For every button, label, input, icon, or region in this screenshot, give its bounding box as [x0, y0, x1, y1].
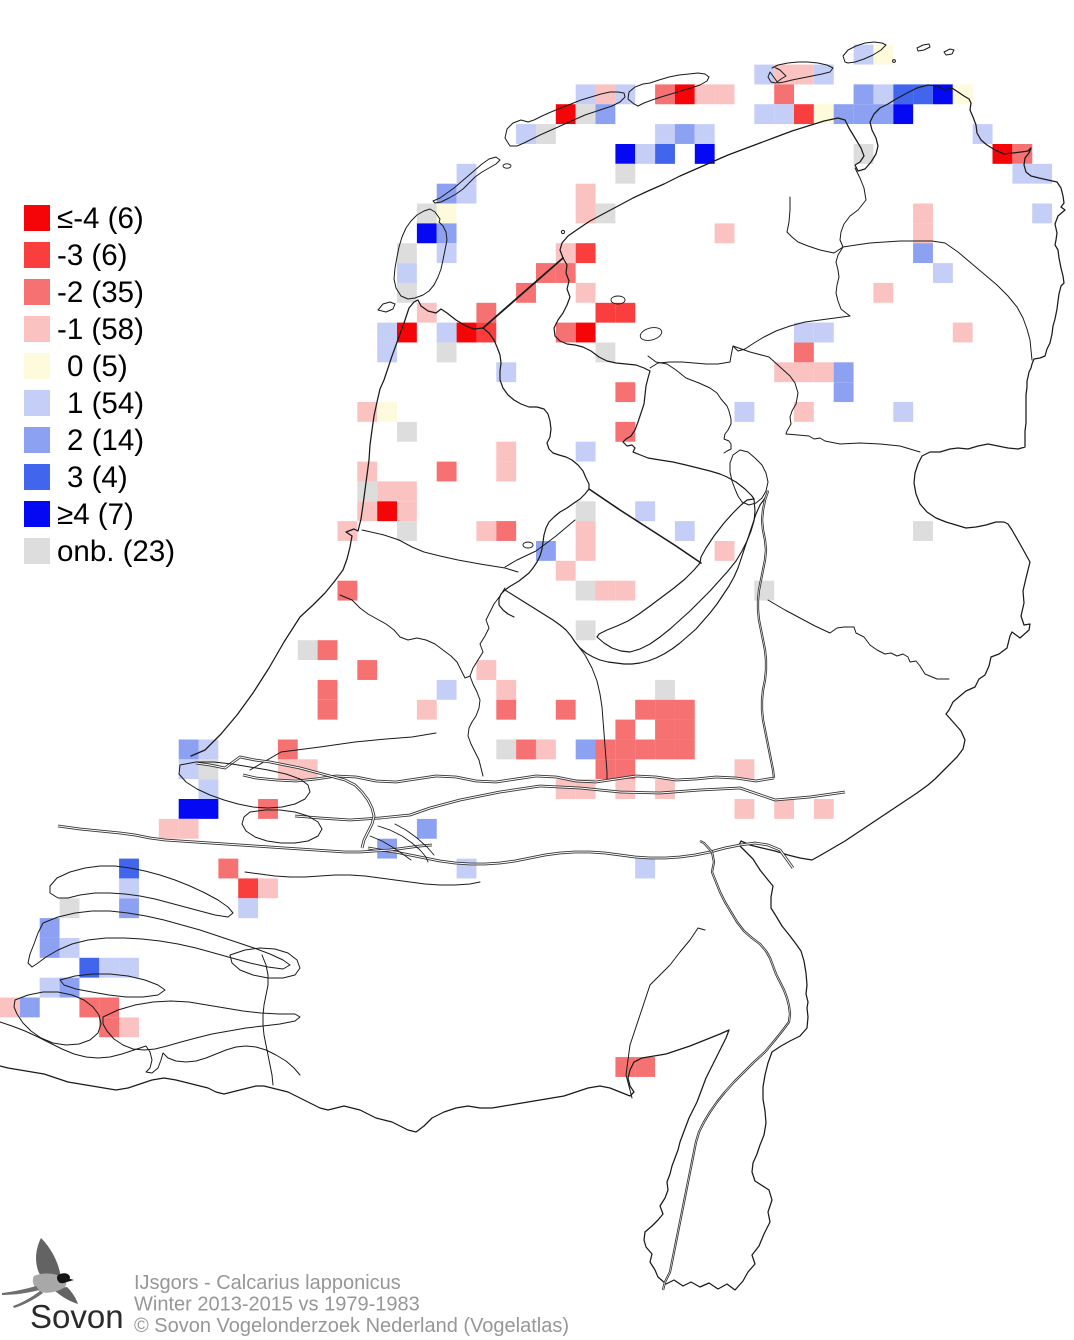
svg-text:3 (4): 3 (4)	[67, 461, 128, 494]
svg-text:-1 (58): -1 (58)	[57, 313, 144, 346]
svg-text:-3 (6): -3 (6)	[57, 239, 127, 272]
svg-text:Sovon: Sovon	[30, 1298, 124, 1335]
svg-text:IJsgors - Calcarius lapponicus: IJsgors - Calcarius lapponicus	[134, 1272, 401, 1294]
svg-text:-2 (35): -2 (35)	[57, 276, 144, 309]
svg-text:© Sovon Vogelonderzoek Nederla: © Sovon Vogelonderzoek Nederland (Vogela…	[134, 1315, 569, 1337]
svg-text:onb. (23): onb. (23)	[57, 535, 175, 568]
svg-text:1 (54): 1 (54)	[67, 387, 144, 420]
svg-text:≥4 (7): ≥4 (7)	[57, 498, 134, 531]
svg-text:Winter 2013-2015 vs 1979-1983: Winter 2013-2015 vs 1979-1983	[134, 1294, 420, 1316]
svg-text:0 (5): 0 (5)	[67, 350, 128, 383]
svg-text:2 (14): 2 (14)	[67, 424, 144, 457]
svg-text:≤-4 (6): ≤-4 (6)	[57, 202, 144, 235]
